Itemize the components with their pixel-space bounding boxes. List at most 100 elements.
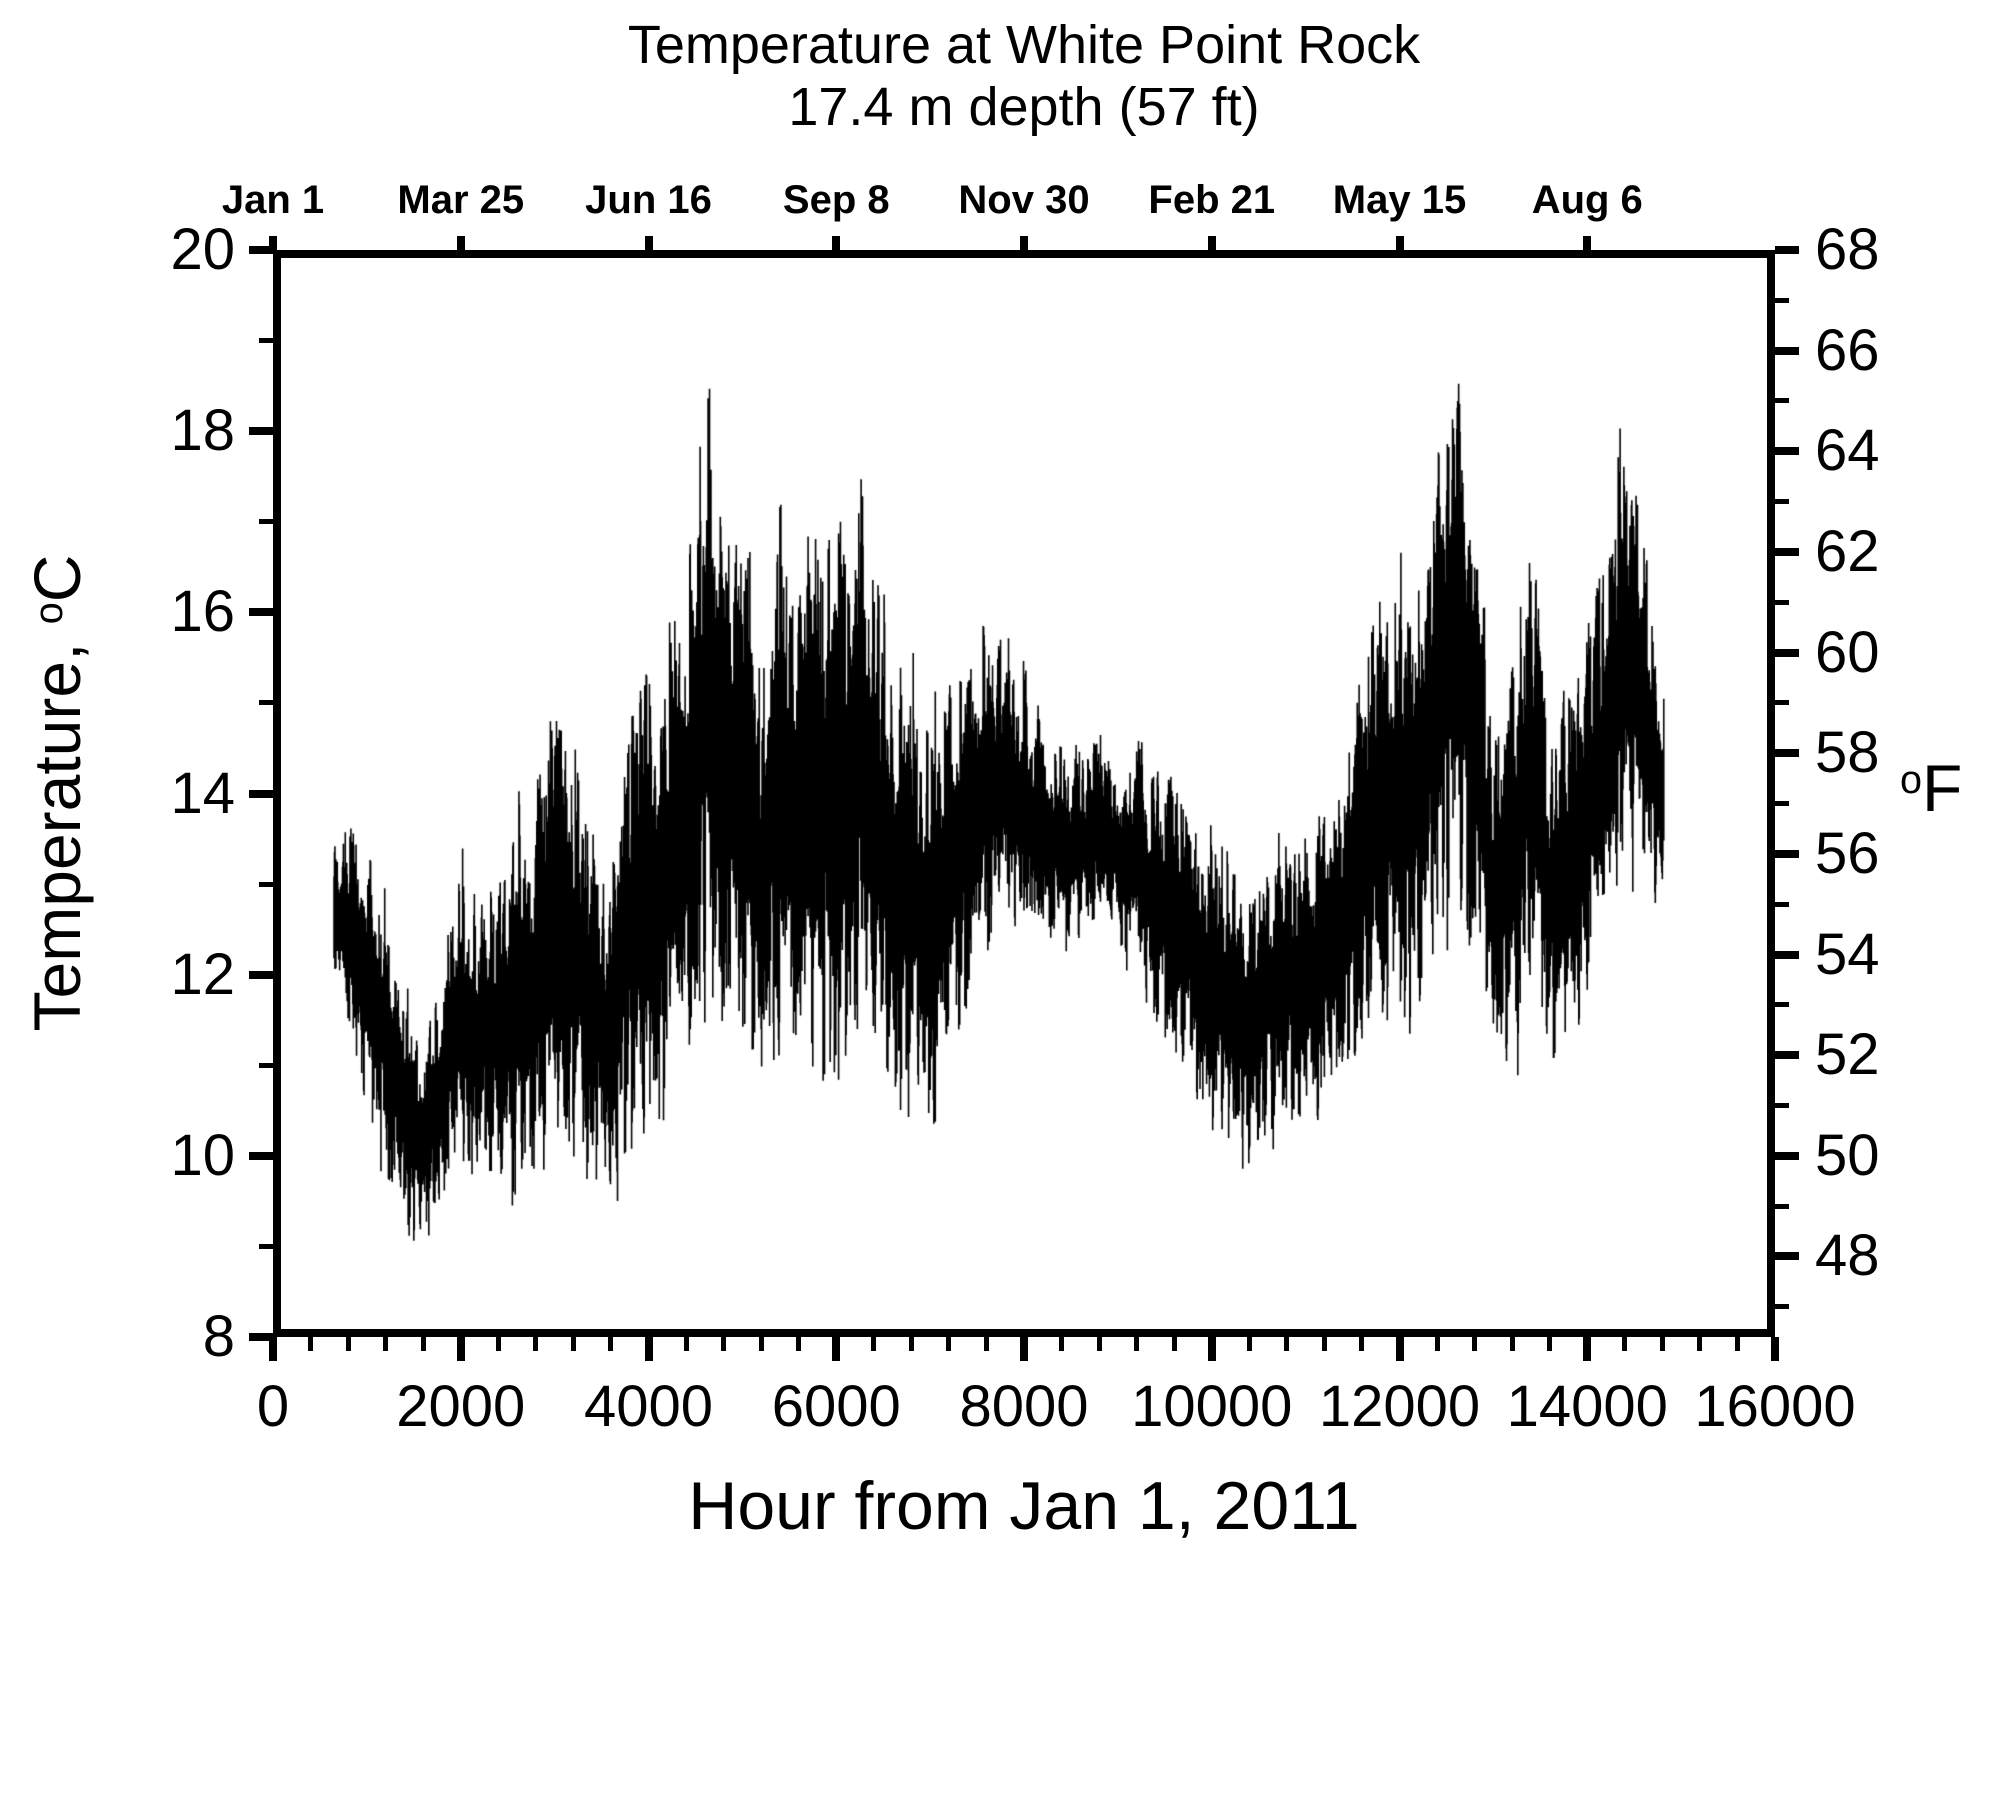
x-minor-tick	[1059, 1337, 1065, 1351]
x-tick-label: 2000	[396, 1374, 526, 1439]
x-tick-label: 8000	[959, 1374, 1089, 1439]
top-date-tick	[1583, 236, 1592, 250]
y-right-tick-label: 60	[1815, 619, 1880, 685]
x-minor-tick	[1547, 1337, 1553, 1351]
top-date-label: May 15	[1332, 178, 1467, 222]
y-right-tick-label: 56	[1815, 820, 1880, 886]
x-tick-label: 12000	[1318, 1374, 1481, 1439]
y-right-tick-label: 52	[1815, 1022, 1880, 1088]
y-axis-right-title: oF	[1900, 750, 1962, 836]
y-right-minor-tick	[1775, 599, 1789, 605]
top-date-label: Aug 6	[1531, 178, 1643, 222]
y-left-tick-label: 18	[170, 398, 235, 464]
x-minor-tick	[721, 1337, 727, 1351]
y-left-minor-tick	[259, 881, 273, 887]
x-minor-tick	[871, 1337, 877, 1351]
y-right-minor-tick	[1775, 297, 1789, 303]
degree-superscript: o	[1900, 758, 1923, 803]
x-minor-tick	[1697, 1337, 1703, 1351]
y-right-major-tick	[1775, 547, 1799, 556]
x-minor-tick	[1472, 1337, 1478, 1351]
x-minor-tick	[383, 1337, 389, 1351]
temperature-series-canvas	[281, 258, 1767, 1329]
y-right-tick-label: 66	[1815, 317, 1880, 383]
x-minor-tick	[533, 1337, 539, 1351]
y-left-major-tick	[249, 789, 273, 798]
y-right-major-tick	[1775, 849, 1799, 858]
y-right-minor-tick	[1775, 1002, 1789, 1008]
y-left-major-tick	[249, 970, 273, 979]
y-left-major-tick	[249, 608, 273, 617]
y-left-tick-label: 14	[170, 760, 235, 826]
x-minor-tick	[1284, 1337, 1290, 1351]
x-tick-label: 16000	[1694, 1374, 1856, 1439]
x-minor-tick	[1434, 1337, 1440, 1351]
y-right-tick-label: 50	[1815, 1122, 1880, 1188]
y-left-tick-label: 20	[170, 217, 235, 282]
y-right-major-tick	[1775, 950, 1799, 959]
x-minor-tick	[1509, 1337, 1515, 1351]
y-right-minor-tick	[1775, 1304, 1789, 1310]
x-major-tick	[1020, 1337, 1028, 1361]
top-date-tick	[269, 236, 277, 250]
y-right-tick-label: 48	[1815, 1223, 1880, 1289]
top-date-tick	[456, 236, 465, 250]
y-right-major-tick	[1775, 1252, 1799, 1261]
x-minor-tick	[570, 1337, 576, 1351]
y-right-tick-label: 64	[1815, 418, 1880, 484]
y-left-major-tick	[249, 1151, 273, 1160]
x-minor-tick	[1171, 1337, 1177, 1351]
x-minor-tick	[1246, 1337, 1252, 1351]
y-right-major-tick	[1775, 1151, 1799, 1160]
x-minor-tick	[946, 1337, 952, 1351]
top-date-label: Feb 21	[1148, 178, 1276, 222]
x-minor-tick	[308, 1337, 314, 1351]
y-right-tick-label: 54	[1815, 921, 1880, 987]
x-minor-tick	[1321, 1337, 1327, 1351]
x-axis-title: Hour from Jan 1, 2011	[688, 1468, 1360, 1544]
y-right-major-tick	[1775, 1051, 1799, 1060]
y-right-minor-tick	[1775, 499, 1789, 505]
x-minor-tick	[345, 1337, 351, 1351]
x-major-tick	[1207, 1337, 1216, 1361]
top-date-tick	[1395, 236, 1404, 250]
y-left-major-tick	[249, 1333, 273, 1341]
top-date-tick	[1207, 236, 1216, 250]
x-minor-tick	[1622, 1337, 1628, 1351]
x-minor-tick	[983, 1337, 989, 1351]
x-minor-tick	[758, 1337, 764, 1351]
x-minor-tick	[908, 1337, 914, 1351]
y-left-minor-tick	[259, 700, 273, 706]
chart-subtitle: 17.4 m depth (57 ft)	[788, 77, 1260, 137]
y-left-minor-tick	[259, 1062, 273, 1068]
x-major-tick	[832, 1337, 841, 1361]
x-minor-tick	[1359, 1337, 1365, 1351]
y-right-major-tick	[1775, 246, 1799, 254]
x-minor-tick	[683, 1337, 689, 1351]
x-major-tick	[1771, 1337, 1779, 1361]
x-tick-label: 14000	[1506, 1374, 1668, 1439]
y-right-major-tick	[1775, 648, 1799, 657]
x-minor-tick	[608, 1337, 614, 1351]
y-right-tick-label: 58	[1815, 720, 1880, 786]
x-tick-label: 6000	[771, 1374, 901, 1439]
y-left-major-tick	[249, 427, 273, 436]
x-major-tick	[644, 1337, 653, 1361]
y-left-minor-tick	[259, 338, 273, 344]
chart-title: Temperature at White Point Rock	[627, 15, 1421, 75]
y-left-tick-label: 10	[170, 1122, 235, 1188]
y-right-tick-label: 62	[1815, 518, 1880, 584]
y-right-minor-tick	[1775, 901, 1789, 907]
y-right-minor-tick	[1775, 398, 1789, 404]
y-left-tick-label: 8	[202, 1304, 235, 1369]
x-minor-tick	[1096, 1337, 1102, 1351]
x-minor-tick	[1134, 1337, 1140, 1351]
y-right-major-tick	[1775, 447, 1799, 456]
y-right-title-unit: F	[1922, 751, 1963, 825]
x-major-tick	[269, 1337, 277, 1361]
top-date-tick	[1020, 236, 1028, 250]
y-right-minor-tick	[1775, 801, 1789, 807]
y-right-tick-label: 68	[1815, 217, 1880, 282]
y-left-minor-tick	[259, 1243, 273, 1249]
